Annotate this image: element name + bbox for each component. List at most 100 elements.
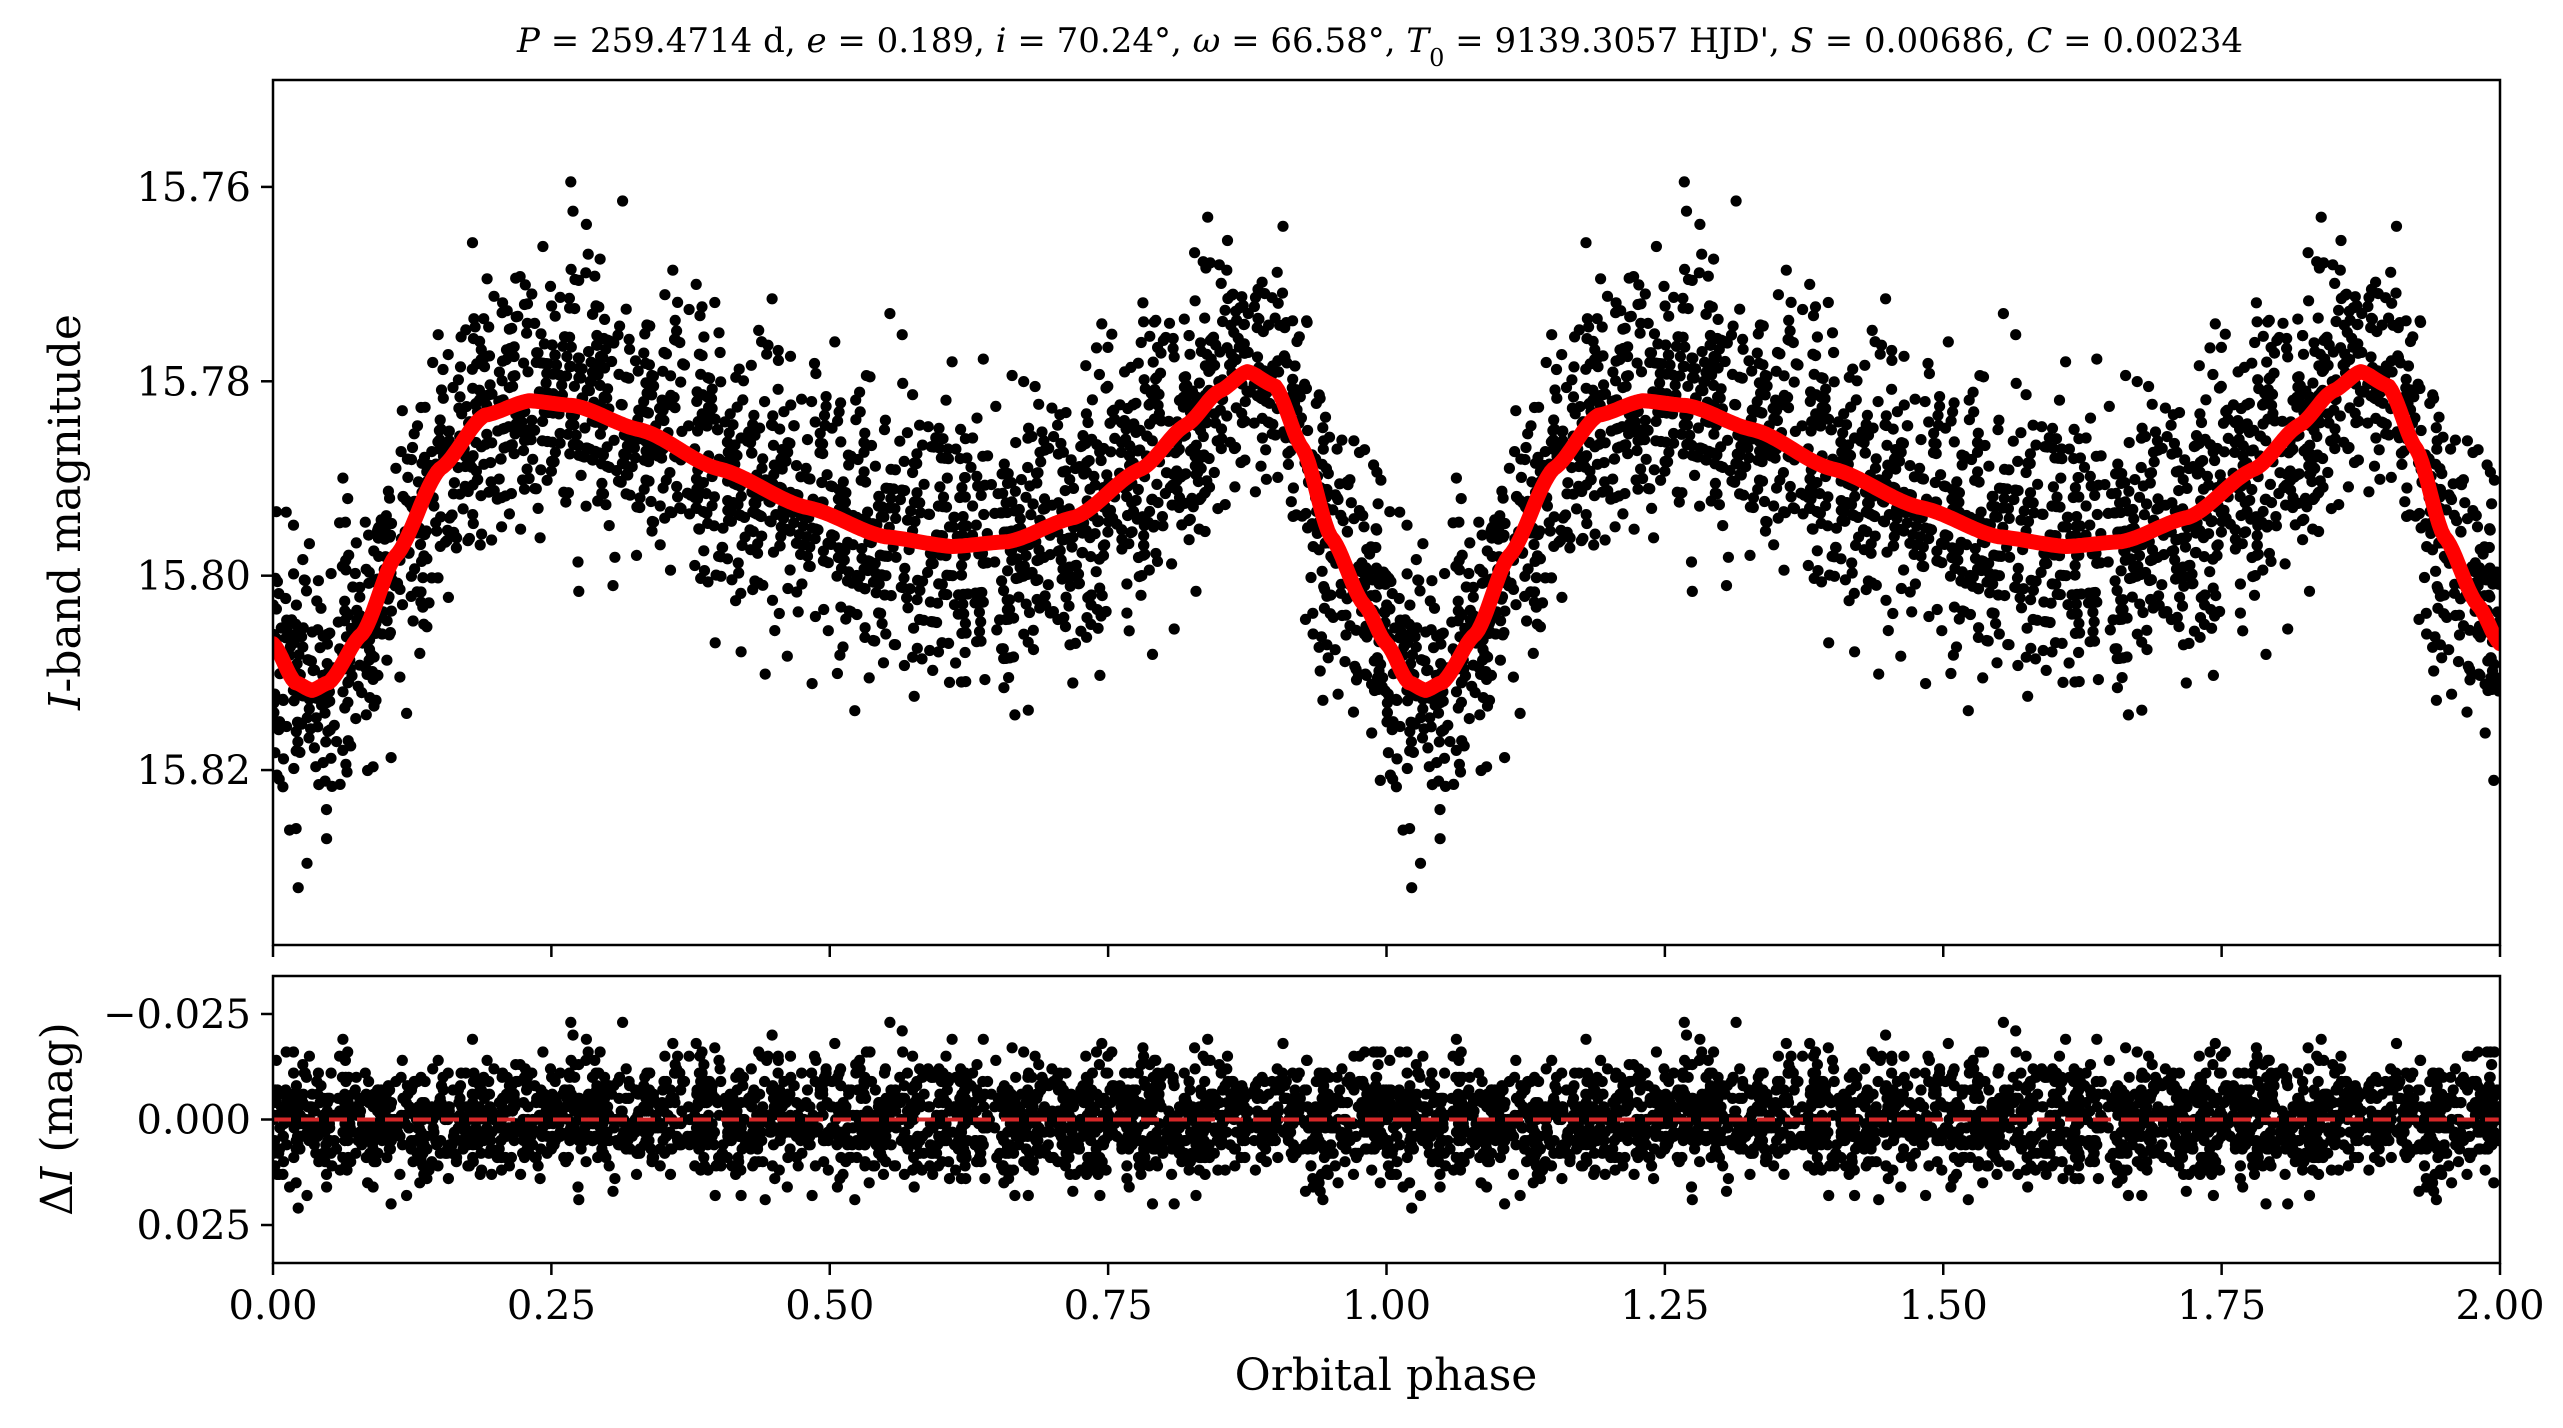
data-point bbox=[1737, 333, 1749, 345]
data-point bbox=[455, 331, 467, 343]
data-point bbox=[1662, 349, 1674, 361]
title-part: S bbox=[1791, 21, 1814, 61]
residual-point bbox=[554, 1067, 566, 1079]
data-point bbox=[2212, 539, 2224, 551]
title-part: = 0.00686, bbox=[1814, 21, 2026, 61]
data-point bbox=[2203, 528, 2215, 540]
data-point bbox=[2308, 424, 2320, 436]
data-point bbox=[2069, 569, 2081, 581]
data-point bbox=[1807, 348, 1819, 360]
data-point bbox=[2085, 480, 2097, 492]
data-point bbox=[809, 416, 821, 428]
data-point bbox=[2087, 626, 2099, 638]
title-part: 0 bbox=[1429, 44, 1444, 72]
data-point bbox=[535, 464, 547, 476]
data-point bbox=[1469, 687, 1481, 699]
data-point bbox=[1953, 487, 1965, 499]
data-point bbox=[1201, 417, 1213, 429]
data-point bbox=[1587, 335, 1599, 347]
data-point bbox=[2352, 347, 2364, 359]
data-point bbox=[1044, 607, 1056, 619]
data-point bbox=[1060, 465, 1072, 477]
data-point bbox=[927, 664, 939, 677]
data-point bbox=[2395, 447, 2407, 459]
data-point bbox=[2188, 625, 2200, 637]
data-point bbox=[321, 638, 333, 650]
data-point bbox=[1951, 554, 1963, 566]
data-point bbox=[1406, 882, 1418, 894]
data-point bbox=[1187, 501, 1199, 513]
data-point bbox=[2471, 521, 2484, 533]
data-point bbox=[2270, 520, 2282, 532]
data-point bbox=[2461, 435, 2473, 447]
data-point bbox=[568, 380, 581, 392]
data-point bbox=[1348, 513, 1360, 525]
data-point bbox=[991, 624, 1003, 636]
data-point bbox=[408, 428, 420, 440]
data-point bbox=[646, 525, 658, 537]
data-point bbox=[859, 583, 871, 595]
data-point bbox=[303, 703, 315, 715]
data-point bbox=[1891, 406, 1903, 418]
data-point bbox=[2197, 591, 2209, 603]
data-point bbox=[1951, 476, 1963, 488]
data-point bbox=[2198, 551, 2210, 563]
data-point bbox=[2180, 531, 2192, 543]
data-point bbox=[587, 308, 599, 320]
data-point bbox=[1631, 445, 1643, 457]
data-point bbox=[2022, 457, 2034, 469]
data-point bbox=[515, 523, 527, 535]
data-point bbox=[2400, 382, 2412, 394]
data-point bbox=[1814, 488, 1826, 500]
data-point bbox=[1179, 497, 1191, 509]
data-point bbox=[1282, 447, 1294, 459]
data-point bbox=[1197, 256, 1209, 268]
data-point bbox=[1589, 528, 1601, 540]
data-point bbox=[754, 509, 766, 522]
data-point bbox=[1812, 565, 1824, 577]
data-point bbox=[732, 557, 744, 569]
data-point bbox=[1022, 704, 1034, 716]
data-point bbox=[1402, 695, 1414, 707]
data-point bbox=[936, 578, 948, 591]
data-point bbox=[583, 346, 595, 358]
data-point bbox=[2315, 211, 2327, 223]
data-point bbox=[1845, 499, 1858, 511]
data-point bbox=[481, 273, 493, 285]
data-point bbox=[1190, 439, 1202, 451]
data-point bbox=[594, 428, 607, 440]
data-point bbox=[1989, 569, 2001, 581]
data-point bbox=[664, 564, 677, 576]
data-point bbox=[894, 494, 907, 506]
data-point bbox=[878, 424, 891, 436]
data-point bbox=[1034, 446, 1046, 458]
data-point bbox=[911, 448, 923, 460]
data-point bbox=[1528, 401, 1541, 414]
data-point bbox=[452, 374, 464, 386]
data-point bbox=[761, 348, 773, 360]
data-point bbox=[1058, 611, 1070, 624]
data-point bbox=[1648, 464, 1660, 476]
data-point bbox=[614, 320, 626, 332]
data-point bbox=[2434, 639, 2446, 651]
data-point bbox=[2018, 583, 2030, 595]
data-point bbox=[2260, 648, 2272, 661]
data-point bbox=[1083, 455, 1095, 467]
data-point bbox=[1551, 392, 1563, 404]
data-point bbox=[2303, 295, 2315, 307]
data-point bbox=[2024, 448, 2036, 460]
data-point bbox=[933, 422, 945, 434]
data-point bbox=[2046, 500, 2058, 512]
data-point bbox=[275, 622, 287, 634]
data-point bbox=[340, 564, 352, 576]
data-point bbox=[2430, 694, 2442, 706]
data-point bbox=[957, 510, 969, 523]
data-point bbox=[775, 530, 787, 543]
data-point bbox=[2197, 455, 2209, 467]
data-point bbox=[2133, 491, 2146, 503]
data-point bbox=[1887, 540, 1899, 552]
data-point bbox=[2314, 417, 2326, 429]
data-point bbox=[1120, 433, 1132, 445]
data-point bbox=[943, 676, 956, 689]
data-point bbox=[2408, 391, 2420, 403]
